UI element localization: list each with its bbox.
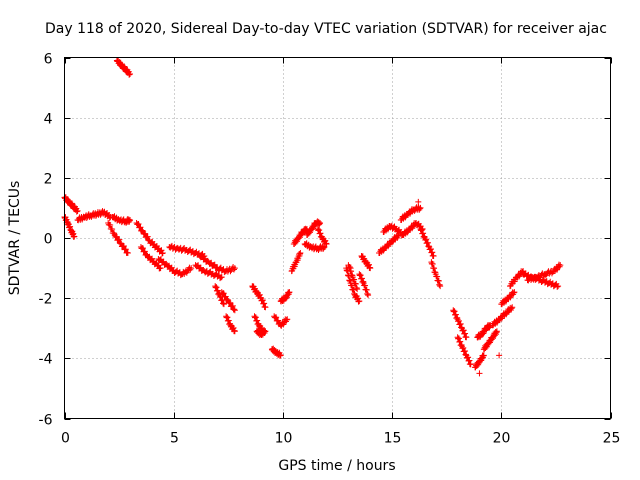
data-point <box>107 221 114 228</box>
data-point <box>508 305 515 312</box>
axis-ticks <box>64 57 612 420</box>
data-point <box>509 304 516 311</box>
data-point <box>365 292 372 299</box>
data-point <box>231 306 238 313</box>
data-point <box>283 316 290 323</box>
data-point <box>415 198 422 205</box>
y-tick-label: -6 <box>39 413 53 429</box>
x-tick-label: 5 <box>170 431 179 447</box>
y-axis-label: SDTVAR / TECUs <box>7 181 23 296</box>
data-point <box>149 255 156 262</box>
data-point <box>277 352 284 359</box>
data-point <box>555 283 562 290</box>
data-point <box>394 233 401 240</box>
data-point <box>124 250 131 257</box>
data-point <box>157 265 164 272</box>
data-point <box>159 250 166 257</box>
data-point <box>262 328 269 335</box>
data-point <box>230 266 237 273</box>
tick-labels: 0 5 10 15 20 25 -6 -4 -2 0 2 4 6 <box>39 52 621 447</box>
data-point <box>113 233 120 240</box>
data-point <box>122 246 129 253</box>
data-point <box>127 71 134 78</box>
data-point <box>222 293 229 300</box>
data-point <box>71 233 78 240</box>
data-point <box>510 289 517 296</box>
data-point <box>117 240 124 247</box>
data-point <box>268 346 275 353</box>
data-point <box>320 244 327 251</box>
x-tick-label: 15 <box>384 431 402 447</box>
data-point <box>227 299 234 306</box>
data-point <box>557 262 564 269</box>
x-axis-label: GPS time / hours <box>278 458 395 474</box>
data-point <box>480 352 487 359</box>
x-tick-label: 0 <box>61 431 70 447</box>
data-point <box>367 265 374 272</box>
data-point <box>229 302 236 309</box>
data-point <box>417 204 424 211</box>
x-tick-label: 10 <box>275 431 293 447</box>
data-point <box>317 219 324 226</box>
data-point <box>141 248 148 255</box>
y-tick-label: 0 <box>44 232 53 248</box>
data-point <box>224 296 231 303</box>
data-point <box>493 328 500 335</box>
data-point <box>347 265 354 272</box>
y-tick-label: 4 <box>44 112 53 128</box>
data-point <box>74 207 81 214</box>
x-tick-label: 25 <box>603 431 621 447</box>
data-point <box>137 224 144 231</box>
data-point <box>511 289 518 296</box>
data-point <box>158 247 165 254</box>
data-point <box>220 301 227 308</box>
data-point <box>188 265 195 272</box>
data-point <box>273 314 280 321</box>
data-point <box>286 289 293 296</box>
data-point <box>168 264 175 271</box>
data-point <box>463 334 470 341</box>
data-point <box>356 298 363 305</box>
data-point <box>430 253 437 260</box>
data-point <box>554 283 561 290</box>
data-points <box>61 57 564 377</box>
chart-title: Day 118 of 2020, Sidereal Day-to-day VTE… <box>45 21 607 37</box>
data-point <box>262 304 269 311</box>
data-point <box>275 317 282 324</box>
data-point <box>297 250 304 257</box>
data-point <box>496 352 503 359</box>
data-point <box>231 307 238 314</box>
data-point <box>467 361 474 368</box>
data-point <box>218 274 225 281</box>
data-point <box>144 233 151 240</box>
data-point <box>139 245 146 252</box>
data-point <box>127 216 134 223</box>
y-tick-label: 2 <box>44 172 53 188</box>
data-point <box>109 226 116 233</box>
data-point <box>116 236 123 243</box>
data-point <box>231 265 238 272</box>
data-point <box>354 286 361 293</box>
y-tick-label: -2 <box>39 292 53 308</box>
data-point <box>416 205 423 212</box>
data-point <box>437 283 444 290</box>
data-point <box>476 370 483 377</box>
y-tick-label: -4 <box>39 352 53 368</box>
data-point <box>142 230 149 237</box>
data-point <box>135 221 142 228</box>
data-point <box>139 227 146 234</box>
data-point <box>120 243 127 250</box>
data-point <box>231 328 238 335</box>
data-point <box>284 316 291 323</box>
y-tick-label: 6 <box>44 52 53 68</box>
data-point <box>220 290 227 297</box>
grid-lines <box>64 57 611 419</box>
x-tick-label: 20 <box>493 431 511 447</box>
data-point <box>323 241 330 248</box>
